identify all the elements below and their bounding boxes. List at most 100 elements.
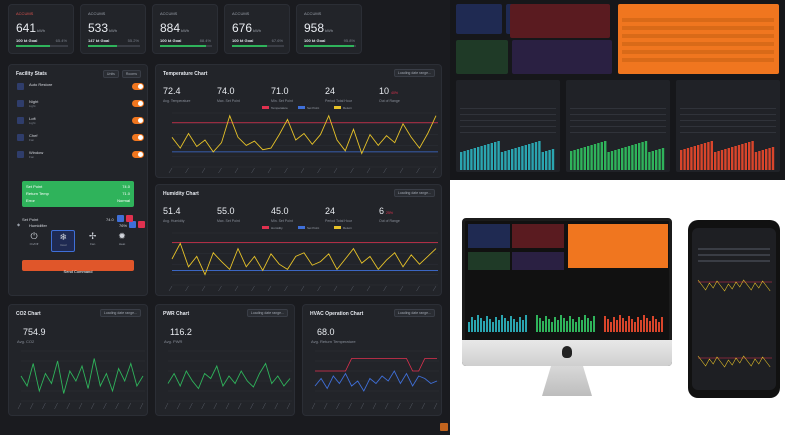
chart-stat-label: Max. Set Point <box>217 219 240 223</box>
toggle-knob <box>138 84 143 89</box>
chart-stat: 55.0 Max. Set Point <box>217 201 240 223</box>
preview-bar <box>590 145 593 170</box>
facility-toggle[interactable] <box>132 151 144 158</box>
x-tick <box>372 402 377 410</box>
mode-label: On/Off <box>29 242 39 246</box>
kpi-unit: kWh <box>109 28 118 33</box>
mode-button[interactable]: ✹ Heat <box>110 230 134 252</box>
preview-bar <box>714 152 717 170</box>
kpi-progress-fill <box>304 45 354 47</box>
mock-bar <box>581 320 583 332</box>
x-tick <box>251 167 255 174</box>
x-tick <box>17 402 22 410</box>
toggle-knob <box>138 135 143 140</box>
mock-bar <box>661 317 663 332</box>
preview-bar <box>531 143 534 170</box>
status-set-point-value: 74.0 <box>122 184 130 189</box>
toggle-knob <box>138 118 143 123</box>
mock-bar <box>646 318 648 332</box>
humidifier-plus-button[interactable] <box>138 221 145 228</box>
legend-label: Return <box>343 226 352 230</box>
chart-stat: 72.4 Avg. Temperature <box>163 81 191 103</box>
x-tick <box>421 402 426 410</box>
x-tick <box>360 402 365 410</box>
set-point-minus-button[interactable] <box>117 215 124 222</box>
mock-bar <box>563 318 565 332</box>
preview-bar <box>683 149 686 170</box>
x-tick <box>397 402 401 410</box>
preview-table-line <box>680 108 776 109</box>
legend-label: Return <box>343 106 352 110</box>
legend-label: Set Point <box>307 226 319 230</box>
preview-bar <box>494 142 497 170</box>
send-command-button[interactable]: Send Command <box>22 260 134 274</box>
tab-rooms[interactable]: Rooms <box>121 70 141 78</box>
status-card: Set Point 74.0 Return Temp 71.0 Error No… <box>22 181 134 207</box>
corner-badge[interactable] <box>440 423 448 431</box>
preview-bar <box>521 146 524 170</box>
temperature-range-button[interactable]: Loading date range... <box>393 69 435 77</box>
x-tick <box>218 285 222 292</box>
facility-item: Auto Restore <box>17 81 144 93</box>
hvac-range-button[interactable]: Loading date range... <box>393 309 435 317</box>
legend-swatch <box>334 226 341 229</box>
x-tick <box>201 167 206 174</box>
kpi-card: ACCUMS 676kWh 100 kt Goal 67.6% <box>224 4 290 54</box>
kpi-value-row: 641kWh <box>16 19 45 37</box>
mock-bar <box>507 321 509 332</box>
preview-table-line <box>570 114 666 115</box>
facility-toggle[interactable] <box>132 117 144 124</box>
mock-bar <box>471 317 473 332</box>
facility-toggle[interactable] <box>132 100 144 107</box>
kpi-progress-track <box>16 45 68 47</box>
toggle-knob <box>138 152 143 157</box>
preview-bar <box>758 151 761 170</box>
preview-bar <box>610 151 614 170</box>
set-point-plus-button[interactable] <box>126 215 133 222</box>
mock-bar <box>519 317 521 332</box>
mode-button[interactable]: ❄ Cool <box>51 230 76 252</box>
facility-toggle[interactable] <box>132 83 144 90</box>
mock-bar <box>569 316 571 332</box>
series-line <box>20 358 144 394</box>
humidifier-minus-button[interactable] <box>129 221 136 228</box>
chart-stat-value: 24 <box>325 86 336 96</box>
hvac-label: Avg. Return Temperature <box>311 339 356 344</box>
mode-button[interactable]: ⏻ On/Off <box>22 230 46 252</box>
x-tick <box>90 402 95 410</box>
preview-bar <box>460 152 463 170</box>
x-tick <box>336 402 340 410</box>
mock-bar <box>536 315 538 332</box>
preview-table-row <box>622 58 774 62</box>
preview-bar <box>580 148 583 170</box>
x-tick <box>54 402 58 410</box>
set-point-value: 74.0 <box>106 217 114 222</box>
chart-stat-label: Min. Set Point <box>271 99 293 103</box>
co2-range-button[interactable]: Loading date range... <box>99 309 141 317</box>
facility-toggle[interactable] <box>132 134 144 141</box>
preview-bar <box>587 146 590 170</box>
x-tick <box>189 402 193 410</box>
mode-button[interactable]: ✢ Fan <box>81 230 105 252</box>
mock-bar <box>486 316 488 332</box>
mock-bar <box>510 316 512 332</box>
mock-bar <box>575 322 577 332</box>
pwr-range-button[interactable]: Loading date range... <box>246 309 288 317</box>
mock-bar <box>640 320 642 332</box>
x-tick <box>234 285 239 292</box>
humidity-range-button[interactable]: Loading date range... <box>393 189 435 197</box>
preview-table-row <box>622 26 774 30</box>
kpi-progress-fill <box>16 45 50 47</box>
preview-table-line <box>460 108 556 109</box>
preview-bar <box>727 148 730 170</box>
x-tick <box>383 285 387 292</box>
x-tick <box>115 402 119 410</box>
preview-bar <box>573 150 576 170</box>
tab-units[interactable]: Units <box>102 70 119 78</box>
fan-icon <box>17 134 24 141</box>
preview-bar <box>768 148 771 170</box>
pwr-label: Avg. PWR <box>164 339 183 344</box>
mock-bar <box>625 321 627 332</box>
preview-bar <box>658 149 661 170</box>
preview-bar <box>627 146 631 170</box>
